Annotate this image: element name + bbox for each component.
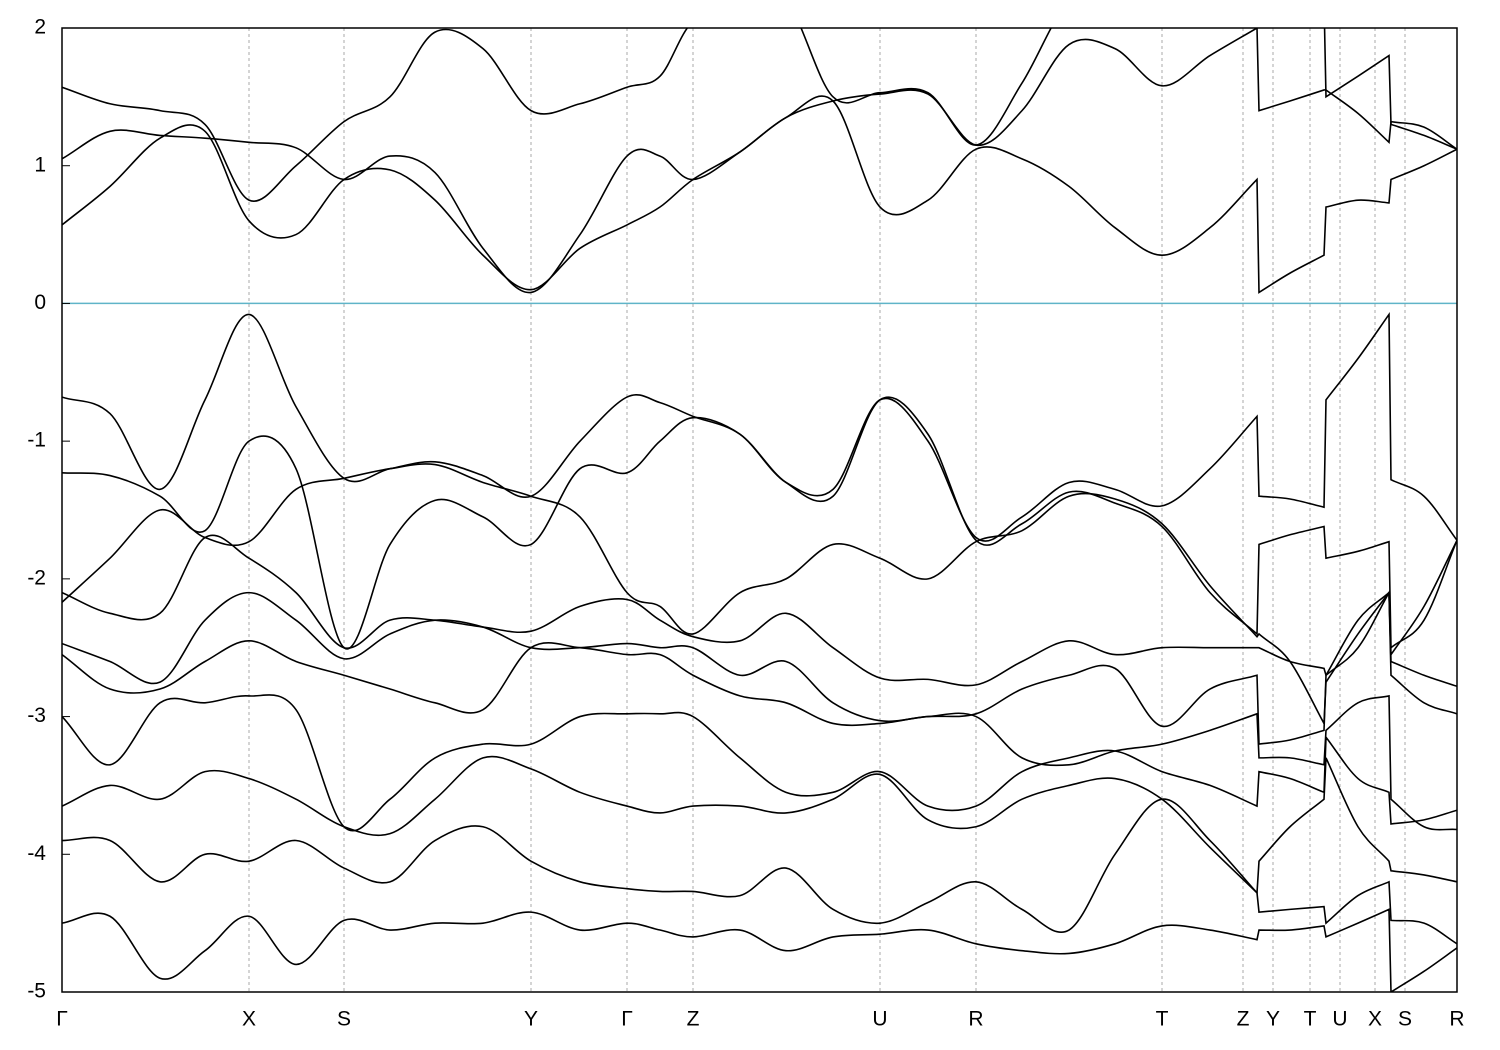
x-tick-label: Z xyxy=(1237,1008,1250,1031)
band-line xyxy=(62,908,1457,992)
x-tick-label: Γ xyxy=(621,1008,633,1031)
bands xyxy=(62,28,1457,992)
x-tick-label: Γ xyxy=(56,1008,68,1031)
y-tick-label: 2 xyxy=(34,16,46,39)
y-tick-label: -1 xyxy=(27,429,46,452)
y-tick-label: -3 xyxy=(27,704,46,727)
band-line xyxy=(62,755,1457,895)
grid xyxy=(61,28,1458,992)
x-tick-label: T xyxy=(1304,1008,1317,1031)
band-line xyxy=(62,534,1457,688)
y-tick-label: 0 xyxy=(34,291,46,314)
x-tick-label: R xyxy=(1449,1008,1464,1031)
plot-frame xyxy=(61,27,1458,993)
band-line xyxy=(62,396,1457,650)
band-line xyxy=(62,28,1457,202)
y-tick-label: -5 xyxy=(27,980,46,1003)
x-tick-label: S xyxy=(1398,1008,1412,1031)
band-line xyxy=(62,640,1457,831)
band-line xyxy=(62,694,1457,832)
y-tick-label: -2 xyxy=(27,566,46,589)
band-line xyxy=(62,590,1457,746)
x-tick-label: X xyxy=(1368,1008,1382,1031)
y-tick-label: 1 xyxy=(34,153,46,176)
y-tick-label: -4 xyxy=(27,842,46,865)
band-line xyxy=(62,798,1457,945)
x-tick-label: R xyxy=(968,1008,983,1031)
band-line xyxy=(62,311,1457,542)
x-tick-label: X xyxy=(242,1008,256,1031)
band-line xyxy=(62,463,1457,727)
x-tick-label: U xyxy=(1332,1008,1347,1031)
x-tick-label: Z xyxy=(687,1008,700,1031)
x-tick-label: Y xyxy=(524,1008,538,1031)
band-line xyxy=(62,28,1457,294)
x-tick-label: S xyxy=(337,1008,351,1031)
band-line xyxy=(62,95,1457,294)
x-tick-label: T xyxy=(1156,1008,1169,1031)
x-tick-label: U xyxy=(872,1008,887,1031)
x-tick-label: Y xyxy=(1266,1008,1280,1031)
